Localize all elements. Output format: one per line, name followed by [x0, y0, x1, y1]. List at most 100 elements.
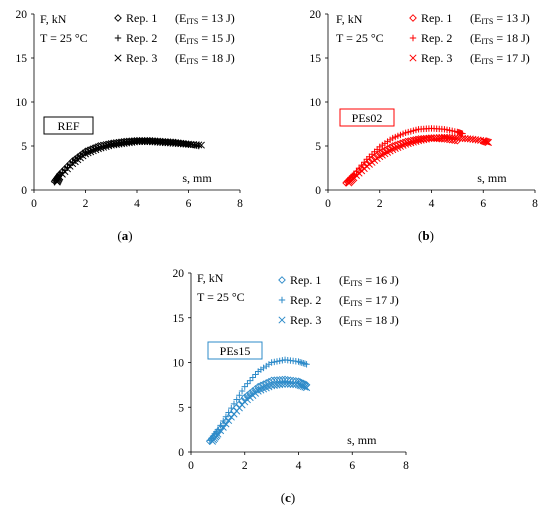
x-tick-label: 4 — [429, 198, 435, 210]
legend-label: Rep. 3 — [421, 51, 452, 65]
legend-marker — [278, 276, 286, 284]
material-label-box — [207, 341, 263, 360]
data-point — [222, 413, 230, 420]
y-tick-label: 5 — [315, 141, 321, 153]
legend-marker — [114, 14, 122, 22]
x-tick-label: 4 — [296, 460, 302, 472]
material-label: REF — [57, 119, 79, 133]
data-point — [284, 380, 292, 388]
series-1 — [342, 134, 462, 187]
panel-caption: (a) — [117, 228, 132, 243]
data-point — [197, 141, 205, 149]
x-tick-label: 0 — [188, 460, 194, 472]
data-point — [450, 136, 459, 145]
y-tick-label: 0 — [315, 185, 321, 197]
legend-energy: (EITS = 18 J) — [175, 51, 235, 66]
legend-energy: (EITS = 18 J) — [470, 31, 530, 46]
y-unit-annotation: F, kN — [40, 12, 67, 26]
legend-marker — [409, 54, 417, 62]
data-point — [195, 141, 203, 149]
data-point — [279, 357, 286, 364]
series-2 — [206, 356, 310, 444]
x-tick-label: 2 — [83, 198, 89, 210]
legend-marker — [278, 316, 286, 324]
data-point — [404, 139, 412, 148]
legend-energy: (EITS = 13 J) — [470, 11, 530, 26]
data-point — [251, 384, 260, 393]
y-tick-label: 15 — [310, 53, 322, 65]
legend-energy: (EITS = 17 J) — [470, 51, 530, 66]
legend-label: Rep. 1 — [126, 11, 157, 25]
data-point — [409, 138, 417, 146]
data-point — [438, 133, 446, 141]
legend-marker — [409, 34, 417, 42]
y-tick-label: 10 — [173, 358, 185, 370]
data-point — [246, 377, 254, 384]
data-point — [225, 416, 233, 425]
data-point — [219, 423, 227, 431]
series-3 — [345, 133, 492, 187]
chart-panel-c: 0 5 10 15 20 0 2 4 6 8 F, kN T = 25 °C s, mm PEs15 Rep… — [173, 268, 410, 505]
x-tick-label: 6 — [480, 198, 486, 210]
x-tick-label: 8 — [237, 198, 243, 210]
y-tick-label: 10 — [310, 97, 322, 109]
data-point — [303, 361, 310, 368]
data-point — [136, 138, 144, 146]
data-point — [300, 360, 307, 367]
x-tick-label: 8 — [532, 198, 538, 210]
data-point — [143, 138, 151, 146]
data-point — [94, 145, 102, 153]
x-tick-label: 0 — [325, 198, 331, 210]
data-point — [281, 375, 289, 384]
y-tick-label: 20 — [16, 9, 28, 21]
legend-marker — [409, 14, 417, 22]
x-tick-label: 8 — [403, 460, 409, 472]
data-point — [252, 371, 259, 378]
legend-marker — [114, 34, 122, 42]
data-point — [295, 358, 302, 365]
material-label: PEs02 — [352, 111, 383, 125]
legend-energy: (EITS = 16 J) — [339, 273, 399, 288]
y-tick-label: 20 — [173, 268, 185, 280]
data-point — [236, 392, 243, 399]
y-tick-label: 5 — [178, 402, 184, 414]
data-point — [407, 139, 415, 147]
legend-label: Rep. 3 — [126, 51, 157, 65]
material-label: PEs15 — [220, 344, 251, 358]
temperature-annotation: T = 25 °C — [40, 31, 88, 45]
x-tick-label: 6 — [349, 460, 355, 472]
x-tick-label: 4 — [134, 198, 140, 210]
data-point — [133, 138, 141, 146]
data-point — [301, 383, 309, 391]
data-point — [289, 376, 297, 385]
y-tick-label: 15 — [16, 53, 28, 65]
data-point — [233, 396, 240, 403]
data-point — [249, 374, 257, 381]
legend-energy: (EITS = 17 J) — [339, 293, 399, 308]
y-unit-annotation: F, kN — [336, 12, 363, 26]
data-point — [278, 375, 287, 384]
legend-marker — [114, 54, 122, 62]
x-tick-label: 0 — [31, 198, 37, 210]
series-3 — [53, 138, 205, 186]
data-point — [273, 358, 281, 365]
data-point — [246, 389, 254, 397]
material-label-box — [339, 108, 395, 127]
data-point — [244, 380, 251, 387]
data-point — [214, 430, 222, 438]
data-point — [286, 380, 294, 388]
y-tick-label: 5 — [21, 141, 27, 153]
data-point — [254, 382, 263, 391]
y-tick-label: 0 — [21, 185, 27, 197]
data-point — [248, 387, 257, 395]
series-3 — [208, 380, 311, 445]
data-point — [102, 142, 110, 151]
y-unit-annotation: F, kN — [197, 271, 224, 285]
data-point — [97, 144, 105, 152]
data-point — [484, 138, 492, 147]
legend-label: Rep. 2 — [126, 31, 157, 45]
legend-label: Rep. 2 — [290, 293, 321, 307]
data-point — [241, 383, 248, 390]
legend-label: Rep. 3 — [290, 313, 321, 327]
